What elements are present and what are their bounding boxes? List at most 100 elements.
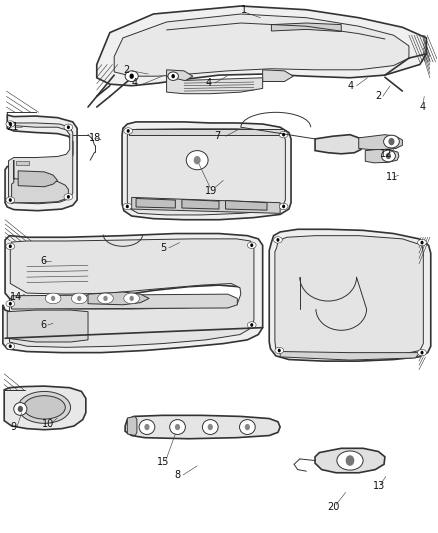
Text: 19: 19 — [205, 186, 217, 196]
Ellipse shape — [124, 128, 133, 134]
Ellipse shape — [98, 293, 113, 304]
Ellipse shape — [64, 124, 73, 131]
Text: 12: 12 — [380, 149, 392, 159]
Ellipse shape — [18, 391, 71, 423]
Polygon shape — [315, 448, 385, 473]
Polygon shape — [127, 129, 286, 215]
Ellipse shape — [170, 419, 185, 434]
Ellipse shape — [208, 424, 213, 430]
Ellipse shape — [194, 156, 201, 165]
Ellipse shape — [123, 203, 132, 209]
Text: 1: 1 — [241, 5, 247, 15]
Polygon shape — [269, 229, 431, 361]
Ellipse shape — [275, 348, 284, 354]
Ellipse shape — [171, 74, 175, 78]
Ellipse shape — [175, 424, 180, 430]
Ellipse shape — [51, 296, 55, 301]
Ellipse shape — [276, 238, 279, 242]
Ellipse shape — [386, 153, 391, 159]
Ellipse shape — [389, 138, 395, 146]
Ellipse shape — [247, 322, 256, 328]
Ellipse shape — [71, 293, 87, 304]
Text: 20: 20 — [327, 502, 339, 512]
Polygon shape — [275, 236, 424, 356]
Ellipse shape — [67, 195, 70, 199]
Ellipse shape — [168, 72, 178, 80]
Ellipse shape — [126, 205, 129, 208]
Ellipse shape — [23, 395, 65, 419]
Text: 14: 14 — [11, 292, 22, 302]
Text: 6: 6 — [40, 256, 46, 266]
Ellipse shape — [418, 350, 426, 356]
Text: 2: 2 — [375, 91, 381, 101]
Ellipse shape — [139, 419, 155, 434]
Ellipse shape — [9, 344, 12, 348]
Polygon shape — [359, 135, 403, 150]
Ellipse shape — [381, 150, 396, 162]
Ellipse shape — [279, 132, 288, 138]
Polygon shape — [88, 292, 149, 305]
Text: 4: 4 — [420, 102, 426, 112]
Ellipse shape — [9, 302, 12, 305]
Ellipse shape — [6, 343, 14, 350]
Text: 4: 4 — [348, 81, 354, 91]
Polygon shape — [182, 199, 219, 209]
Text: 4: 4 — [132, 78, 138, 88]
Ellipse shape — [124, 293, 140, 304]
Ellipse shape — [64, 193, 73, 200]
Polygon shape — [9, 123, 73, 204]
Ellipse shape — [77, 296, 81, 301]
Polygon shape — [16, 161, 29, 165]
Ellipse shape — [6, 121, 14, 127]
Text: 2: 2 — [123, 65, 129, 75]
Polygon shape — [10, 239, 254, 348]
Text: 21: 21 — [6, 122, 18, 132]
Text: 10: 10 — [42, 419, 54, 430]
Ellipse shape — [125, 71, 138, 82]
Ellipse shape — [6, 243, 14, 249]
Ellipse shape — [6, 301, 14, 307]
Ellipse shape — [14, 402, 27, 415]
Polygon shape — [12, 160, 68, 204]
Ellipse shape — [6, 197, 14, 203]
Ellipse shape — [9, 198, 12, 202]
Text: 9: 9 — [11, 422, 16, 432]
Ellipse shape — [346, 455, 354, 466]
Text: 7: 7 — [214, 131, 220, 141]
Polygon shape — [114, 14, 409, 76]
Ellipse shape — [420, 351, 424, 354]
Polygon shape — [226, 200, 267, 210]
Ellipse shape — [418, 239, 426, 246]
Polygon shape — [7, 310, 88, 342]
Ellipse shape — [9, 245, 12, 248]
Ellipse shape — [18, 406, 23, 412]
Polygon shape — [97, 6, 426, 86]
Ellipse shape — [282, 133, 285, 136]
Ellipse shape — [278, 349, 281, 352]
Ellipse shape — [45, 293, 61, 304]
Ellipse shape — [384, 135, 399, 148]
Ellipse shape — [127, 129, 130, 133]
Ellipse shape — [282, 205, 285, 208]
Polygon shape — [5, 115, 77, 211]
Text: 15: 15 — [157, 457, 170, 466]
Polygon shape — [315, 135, 363, 154]
Text: 5: 5 — [160, 243, 166, 253]
Ellipse shape — [186, 151, 208, 169]
Ellipse shape — [9, 122, 12, 126]
Ellipse shape — [67, 125, 70, 129]
Ellipse shape — [279, 203, 288, 209]
Ellipse shape — [130, 74, 134, 79]
Polygon shape — [272, 23, 341, 31]
Polygon shape — [130, 130, 285, 135]
Text: 18: 18 — [89, 133, 101, 143]
Polygon shape — [18, 171, 57, 187]
Ellipse shape — [337, 451, 363, 470]
Ellipse shape — [420, 241, 424, 245]
Text: 6: 6 — [40, 320, 46, 330]
Polygon shape — [132, 197, 280, 213]
Text: 13: 13 — [373, 481, 385, 490]
Polygon shape — [365, 150, 399, 163]
Polygon shape — [136, 198, 175, 208]
Ellipse shape — [250, 323, 253, 327]
